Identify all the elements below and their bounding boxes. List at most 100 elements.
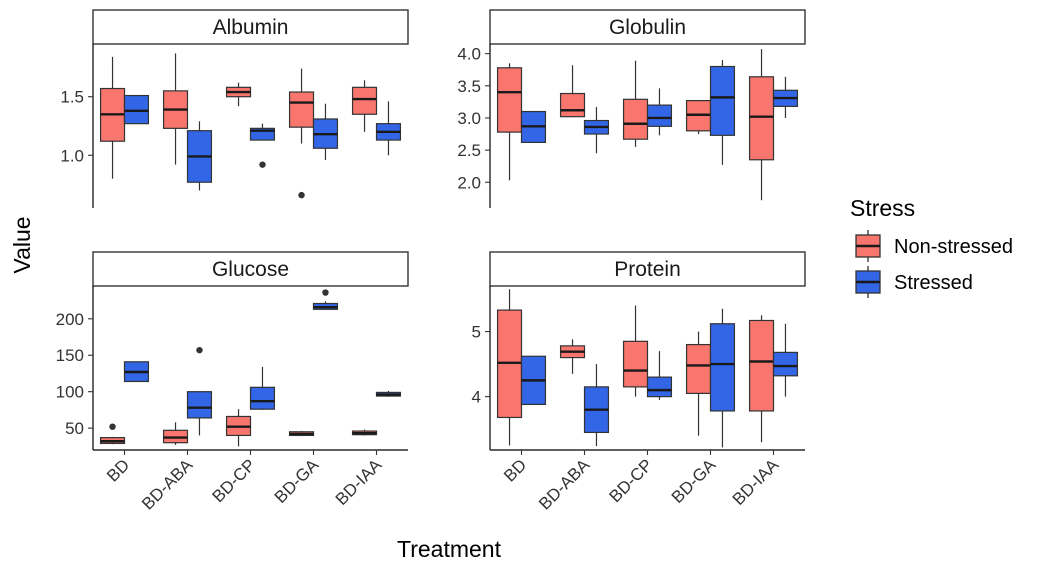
box-protein-bd-aba-stressed (583, 364, 610, 447)
box-glucose-bd-aba-stressed (186, 346, 213, 436)
box-body (748, 76, 775, 161)
outlier-point (259, 161, 266, 168)
x-tick-label: BD-ABA (535, 455, 594, 514)
strip-globulin (489, 9, 806, 45)
box-body (249, 127, 276, 141)
box-glucose-bd-iaa-non-stressed (351, 429, 378, 436)
box-albumin-bd-ga-stressed (312, 103, 339, 160)
y-tick-label: 50 (65, 419, 84, 438)
strip-albumin (92, 9, 409, 45)
y-tick-label: 4.0 (457, 45, 481, 64)
strip-glucose (92, 251, 409, 287)
y-tick-label: 5 (472, 323, 481, 342)
y-tick-label: 4 (472, 388, 481, 407)
box-albumin-bd-aba-non-stressed (162, 53, 189, 165)
box-body (496, 67, 523, 133)
box-glucose-bd-aba-non-stressed (162, 422, 189, 445)
outlier-point (109, 423, 116, 430)
y-tick-label: 2.5 (457, 141, 481, 160)
box-body (622, 98, 649, 140)
box-body (709, 65, 736, 136)
box-glucose-bd-stressed (123, 361, 150, 383)
panel-protein: Protein 4 5 BD BD-ABA BD-CP BD-GA BD-IAA (472, 251, 806, 514)
box-globulin-bd-ga-non-stressed (685, 99, 712, 135)
y-tick-label: 150 (56, 346, 84, 365)
legend: Stress Non-stressed Stressed (850, 195, 1013, 298)
box-body (288, 91, 315, 128)
box-body (709, 323, 736, 412)
box-glucose-bd-ga-non-stressed (288, 431, 315, 437)
y-tick-label: 3.0 (457, 109, 481, 128)
box-globulin-bd-non-stressed (496, 63, 523, 181)
box-globulin-bd-ga-stressed (709, 60, 736, 165)
strip-label-globulin: Globulin (609, 16, 686, 39)
box-body (622, 340, 649, 388)
x-tick-label: BD-GA (668, 455, 720, 507)
box-globulin-bd-aba-non-stressed (559, 65, 586, 118)
outlier-point (322, 289, 329, 296)
box-body (186, 391, 213, 419)
box-albumin-bd-ga-non-stressed (288, 68, 315, 199)
legend-key-non-stressed (855, 230, 881, 262)
strip-label-glucose: Glucose (212, 258, 289, 281)
box-glucose-bd-cp-stressed (249, 366, 276, 410)
y-axis-title: Value (9, 216, 35, 273)
y-tick-label: 1.0 (60, 146, 84, 165)
box-globulin-bd-cp-stressed (646, 88, 673, 136)
outlier-point (298, 191, 305, 199)
box-glucose-bd-non-stressed (99, 423, 126, 445)
x-tick-label: BD (103, 455, 133, 485)
box-body (559, 92, 586, 118)
box-protein-bd-iaa-non-stressed (748, 315, 775, 443)
box-protein-bd-stressed (520, 355, 547, 406)
box-globulin-bd-stressed (520, 110, 547, 143)
box-globulin-bd-iaa-stressed (772, 76, 799, 118)
x-tick-label: BD-CP (605, 455, 656, 506)
box-globulin-bd-iaa-non-stressed (748, 49, 775, 201)
box-albumin-bd-stressed (123, 94, 150, 125)
y-tick-label: 1.5 (60, 88, 84, 107)
x-tick-label: BD-CP (208, 455, 259, 506)
box-protein-bd-iaa-stressed (772, 323, 799, 397)
panel-albumin: Albumin 1.0 1.5 (60, 9, 409, 208)
x-tick-label: BD-IAA (332, 455, 386, 509)
box-protein-bd-cp-stressed (646, 351, 673, 400)
x-tick-label: BD (500, 455, 530, 485)
box-albumin-bd-non-stressed (99, 56, 126, 179)
box-protein-bd-cp-non-stressed (622, 305, 649, 397)
strip-protein (489, 251, 806, 287)
legend-key-stressed (855, 266, 881, 298)
x-axis-title: Treatment (397, 536, 502, 562)
box-albumin-bd-cp-stressed (249, 123, 276, 168)
box-body (772, 351, 799, 377)
legend-title: Stress (850, 195, 915, 221)
x-tick-label: BD-GA (271, 455, 323, 507)
box-globulin-bd-cp-non-stressed (622, 60, 649, 147)
box-protein-bd-non-stressed (496, 289, 523, 446)
outlier-point (196, 346, 203, 354)
box-body (646, 376, 673, 398)
box-body (351, 86, 378, 115)
box-glucose-bd-ga-stressed (312, 289, 339, 311)
legend-label-non-stressed: Non-stressed (894, 236, 1013, 258)
box-body (646, 104, 673, 127)
y-tick-label: 100 (56, 383, 84, 402)
box-body (249, 386, 276, 410)
strip-label-albumin: Albumin (213, 16, 289, 39)
y-tick-label: 2.0 (457, 173, 481, 192)
box-glucose-bd-cp-non-stressed (225, 409, 252, 447)
box-protein-bd-aba-non-stressed (559, 339, 586, 374)
box-albumin-bd-iaa-stressed (375, 101, 402, 156)
box-albumin-bd-cp-non-stressed (225, 82, 252, 107)
x-tick-label: BD-ABA (138, 455, 197, 514)
box-protein-bd-ga-stressed (709, 308, 736, 448)
legend-label-stressed: Stressed (894, 272, 973, 294)
y-tick-label: 200 (56, 310, 84, 329)
strip-label-protein: Protein (614, 258, 681, 281)
panel-glucose: Glucose 50 100 150 200 BD BD-ABA BD-CP BD-GA BD-I… (56, 251, 409, 514)
box-protein-bd-ga-non-stressed (685, 331, 712, 436)
box-glucose-bd-iaa-stressed (375, 390, 402, 397)
box-body (685, 343, 712, 394)
box-globulin-bd-aba-stressed (583, 107, 610, 154)
